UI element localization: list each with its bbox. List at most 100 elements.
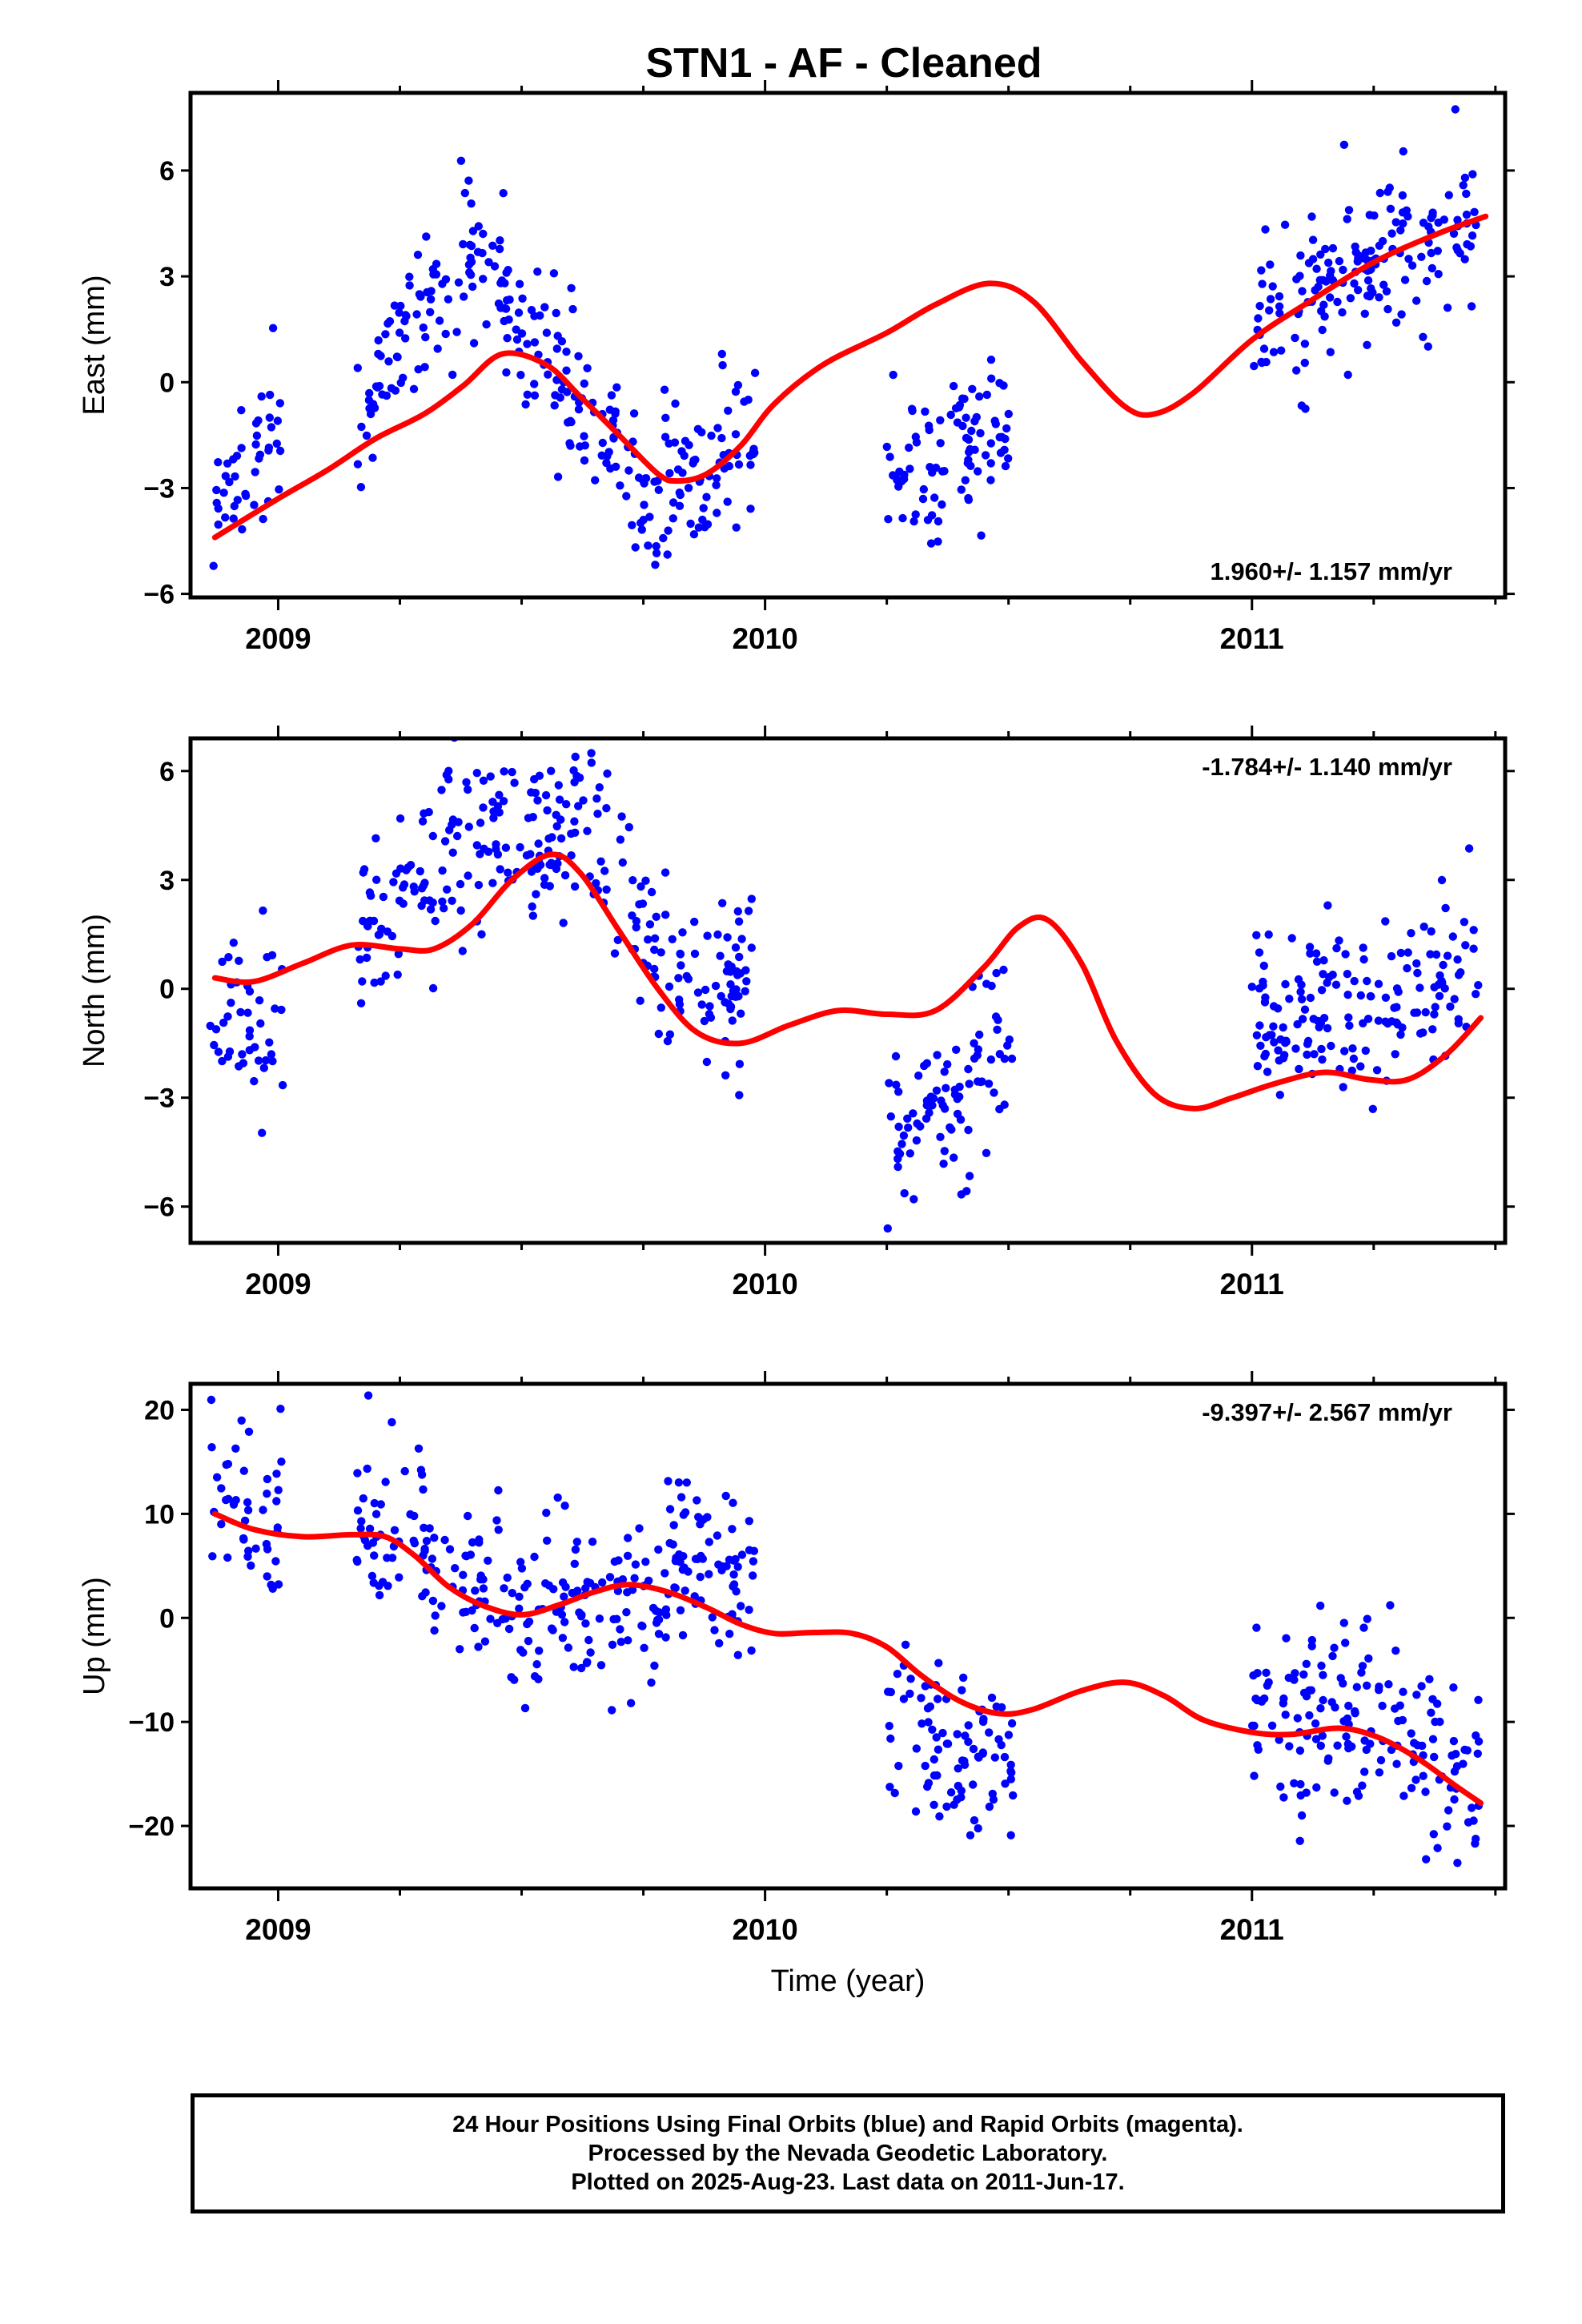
up-point <box>661 1569 669 1578</box>
up-point <box>583 1658 592 1667</box>
panel-north: −6 −3 0 3 6 2009 2010 2011 North (mm) -1.784+/- 1… <box>78 726 1515 1301</box>
footer-line-plotted: Plotted on 2025-Aug-23. Last data on 201… <box>571 2169 1125 2195</box>
north-point <box>1298 1015 1307 1023</box>
north-point <box>404 863 412 872</box>
north-point <box>1431 950 1441 959</box>
north-point <box>500 767 508 776</box>
east-point <box>990 416 999 425</box>
east-point <box>496 236 504 245</box>
east-point <box>925 425 934 435</box>
north-ytick-label: 3 <box>159 866 175 896</box>
up-point <box>1352 1787 1362 1796</box>
up-point <box>459 1570 468 1579</box>
up-point <box>911 1807 921 1816</box>
up-point <box>623 1551 632 1561</box>
up-point <box>1297 1811 1307 1820</box>
north-point <box>570 817 579 826</box>
east-point <box>1298 287 1307 296</box>
up-point <box>1453 1859 1462 1868</box>
north-point <box>532 890 540 899</box>
east-point <box>624 466 633 475</box>
up-point <box>1279 1694 1288 1703</box>
up-point <box>259 1506 267 1514</box>
north-point <box>939 1160 948 1168</box>
north-point <box>734 917 744 926</box>
east-point <box>1439 215 1449 224</box>
east-point <box>1326 348 1335 356</box>
east-point <box>1467 302 1476 311</box>
up-point <box>474 1642 483 1651</box>
up-point <box>1421 1787 1430 1796</box>
north-point <box>986 1055 996 1064</box>
east-point <box>676 490 685 500</box>
east-point <box>400 316 409 326</box>
north-point <box>650 945 659 955</box>
up-point <box>1450 1795 1459 1804</box>
up-point <box>1296 1779 1305 1789</box>
north-point <box>895 1149 905 1159</box>
north-point <box>893 1162 902 1172</box>
east-point <box>415 290 424 299</box>
north-point <box>1440 984 1449 993</box>
north-point <box>522 851 532 860</box>
north-point <box>995 1050 1005 1059</box>
up-point <box>1285 1742 1294 1751</box>
up-point <box>969 1780 978 1789</box>
east-point <box>490 262 500 271</box>
up-point <box>363 1464 371 1474</box>
north-point <box>974 1077 982 1086</box>
east-point <box>612 383 621 392</box>
up-point <box>368 1538 378 1547</box>
north-point <box>1300 1005 1310 1014</box>
north-point <box>223 1052 233 1061</box>
up-point <box>749 1546 759 1555</box>
north-point <box>472 841 481 850</box>
east-point <box>401 334 410 343</box>
east-point <box>962 413 970 422</box>
north-point <box>726 980 735 989</box>
north-point <box>1348 1044 1357 1053</box>
north-point <box>1263 1068 1272 1076</box>
north-point <box>595 783 604 792</box>
east-point <box>230 501 239 511</box>
east-point <box>460 292 468 301</box>
up-point <box>217 1484 226 1493</box>
up-point <box>1422 1855 1431 1864</box>
up-point <box>244 1427 254 1437</box>
up-point <box>1357 1668 1366 1677</box>
up-point <box>542 1508 551 1518</box>
north-point <box>1407 929 1415 938</box>
north-point <box>562 800 571 809</box>
east-point <box>530 391 540 400</box>
north-point <box>1437 875 1447 885</box>
north-point <box>570 882 580 891</box>
up-point <box>588 1538 597 1546</box>
up-point <box>1428 1735 1438 1743</box>
up-point <box>1392 1759 1401 1768</box>
east-point <box>664 526 673 535</box>
north-point <box>952 1045 961 1055</box>
up-point <box>1267 1721 1277 1730</box>
north-point <box>1261 1049 1271 1059</box>
north-point <box>1363 1015 1373 1023</box>
east-point <box>699 504 708 513</box>
north-point <box>479 803 488 812</box>
east-point <box>257 392 266 401</box>
east-point <box>1354 286 1363 295</box>
east-point <box>1361 248 1371 257</box>
north-point <box>1267 1031 1276 1039</box>
north-point <box>1356 1062 1365 1071</box>
up-point <box>930 1771 939 1780</box>
north-point <box>644 935 652 944</box>
up-point <box>239 1466 248 1475</box>
east-point <box>419 323 428 332</box>
north-point <box>587 749 596 758</box>
up-point <box>1330 1643 1339 1652</box>
up-point <box>652 1606 661 1615</box>
east-point <box>713 424 722 432</box>
east-point <box>661 432 670 441</box>
north-point <box>543 806 552 815</box>
north-point <box>571 752 580 762</box>
up-point <box>942 1739 952 1748</box>
